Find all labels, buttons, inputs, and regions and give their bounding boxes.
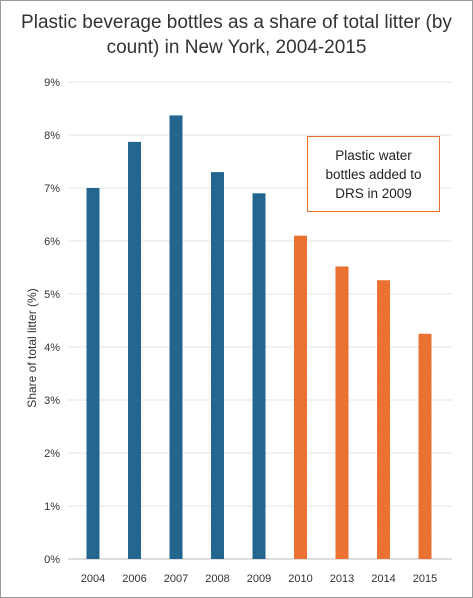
x-tick-label: 2013 bbox=[330, 573, 354, 585]
bar-2014 bbox=[377, 280, 390, 559]
bar-2010 bbox=[294, 235, 307, 559]
bar-2009 bbox=[252, 193, 266, 560]
y-tick-label: 7% bbox=[44, 183, 60, 195]
y-tick-label: 0% bbox=[44, 554, 60, 566]
bar-2004 bbox=[86, 188, 100, 559]
y-tick-label: 8% bbox=[44, 130, 60, 142]
bars bbox=[86, 115, 432, 560]
annotation-box: Plastic water bottles added to DRS in 20… bbox=[307, 136, 440, 212]
bar-2015 bbox=[418, 333, 432, 559]
x-tick-label: 2008 bbox=[205, 573, 229, 585]
x-tick-label: 2004 bbox=[81, 573, 105, 585]
y-tick-label: 3% bbox=[44, 395, 60, 407]
x-tick-label: 2014 bbox=[371, 573, 395, 585]
y-tick-label: 9% bbox=[44, 77, 60, 89]
chart-title: Plastic beverage bottles as a share of t… bbox=[21, 12, 452, 58]
x-tick-label: 2006 bbox=[122, 573, 146, 585]
bar-2008 bbox=[211, 172, 224, 559]
x-axis-ticks: 2004 2006 2007 2008 2009 2010 2013 2014 2015 bbox=[81, 573, 437, 585]
bar-2013 bbox=[335, 266, 349, 559]
y-tick-label: 4% bbox=[44, 342, 60, 354]
y-tick-label: 1% bbox=[44, 501, 60, 513]
y-tick-label: 6% bbox=[44, 236, 60, 248]
bar-2007 bbox=[169, 115, 183, 559]
x-tick-label: 2007 bbox=[164, 573, 188, 585]
y-axis-ticks: 0% 1% 2% 3% 4% 5% 6% 7% 8% 9% bbox=[44, 77, 60, 566]
x-tick-label: 2009 bbox=[247, 573, 271, 585]
y-tick-label: 2% bbox=[44, 448, 60, 460]
x-tick-label: 2015 bbox=[413, 573, 437, 585]
bar-2006 bbox=[128, 141, 141, 559]
y-axis-label: Share of total litter (%) bbox=[25, 288, 39, 407]
y-tick-label: 5% bbox=[44, 289, 60, 301]
x-tick-label: 2010 bbox=[288, 573, 312, 585]
